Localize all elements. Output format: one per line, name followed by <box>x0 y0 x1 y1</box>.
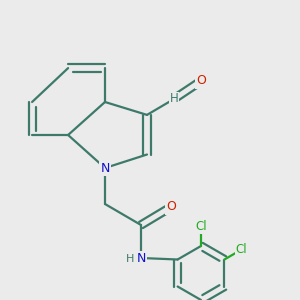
Text: O: O <box>196 74 206 88</box>
Text: Cl: Cl <box>236 243 247 256</box>
Text: H: H <box>169 92 178 106</box>
Text: O: O <box>166 200 176 214</box>
Text: H: H <box>126 254 135 265</box>
Text: N: N <box>136 251 146 265</box>
Text: N: N <box>100 161 110 175</box>
Text: Cl: Cl <box>195 220 207 233</box>
